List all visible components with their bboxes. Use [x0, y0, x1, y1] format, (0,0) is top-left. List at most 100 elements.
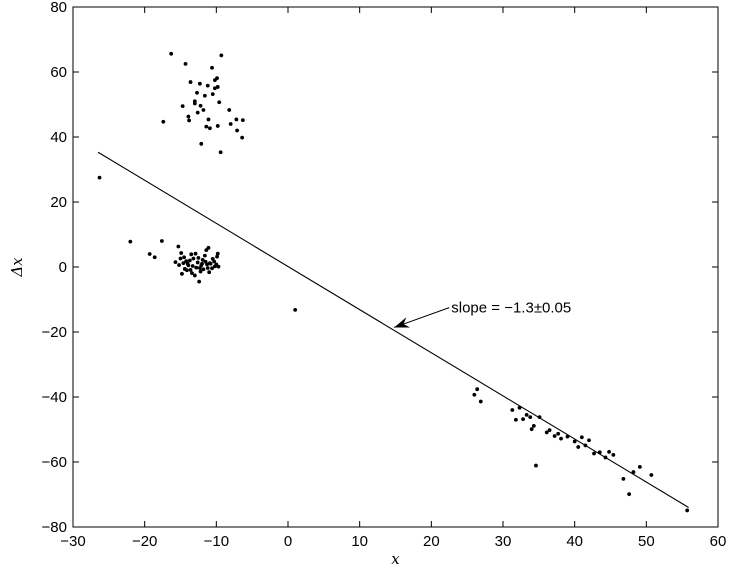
data-point	[159, 239, 164, 243]
data-point	[203, 259, 208, 264]
data-point	[178, 256, 183, 261]
x-tick-label: −10	[204, 533, 229, 550]
data-point	[552, 434, 557, 438]
data-point	[207, 261, 212, 265]
data-point	[191, 256, 196, 261]
data-point	[583, 443, 588, 448]
data-point	[200, 257, 205, 262]
data-point	[514, 417, 518, 422]
data-point	[197, 81, 202, 86]
data-point	[194, 265, 199, 270]
data-point	[201, 108, 206, 112]
data-point	[195, 260, 200, 265]
y-tick-label: 40	[50, 129, 67, 146]
data-point	[182, 255, 186, 260]
data-point	[631, 470, 636, 474]
data-point	[187, 118, 192, 123]
data-point	[649, 473, 654, 477]
data-point	[188, 268, 193, 272]
y-tick-label: 0	[59, 259, 67, 276]
data-point	[206, 245, 211, 250]
data-point	[183, 61, 188, 66]
data-point	[204, 124, 209, 129]
data-point	[228, 122, 233, 126]
data-point	[128, 239, 133, 244]
data-point	[559, 436, 563, 441]
data-point	[534, 463, 538, 468]
data-point	[217, 100, 222, 105]
data-point	[529, 427, 534, 432]
data-points-layer	[97, 51, 690, 513]
data-point	[597, 450, 602, 455]
data-point	[147, 252, 152, 256]
x-axis-label: x	[391, 550, 400, 567]
data-point	[547, 428, 552, 433]
data-point	[205, 266, 210, 270]
fit-line-layer	[97, 151, 689, 508]
x-tick-label: 40	[566, 533, 583, 550]
slope-annotation: slope = −1.3±0.05	[451, 300, 571, 317]
x-tick-label: 50	[638, 533, 655, 550]
data-point	[621, 477, 626, 481]
data-point	[521, 417, 525, 421]
y-tick-label: −80	[42, 519, 67, 536]
data-point	[195, 110, 200, 115]
data-point	[537, 415, 542, 420]
y-tick-label: −40	[42, 389, 67, 406]
data-point	[215, 254, 219, 259]
data-point	[186, 114, 191, 119]
data-point	[169, 51, 174, 56]
fit-line	[97, 151, 689, 508]
data-point	[210, 92, 215, 96]
data-point	[197, 279, 202, 284]
data-point	[192, 101, 197, 106]
x-tick-label: −30	[60, 533, 85, 550]
data-point	[206, 117, 211, 122]
data-point	[215, 251, 220, 256]
data-point	[531, 424, 536, 428]
data-point	[627, 492, 632, 497]
data-point	[235, 128, 240, 133]
ticks-layer: −30 −20 −10 0 10 20 30 40 50 60 −80 −60 −40 −20 0 20 40 6…	[42, 0, 727, 550]
y-tick-label: 20	[50, 194, 67, 211]
x-tick-label: 10	[351, 533, 368, 550]
data-point	[201, 267, 206, 272]
data-point	[185, 268, 189, 273]
x-tick-label: −20	[132, 533, 157, 550]
data-point	[579, 435, 584, 440]
data-point	[576, 445, 581, 449]
y-axis-label: Δx	[8, 257, 26, 278]
data-point	[190, 264, 195, 268]
data-point	[517, 405, 522, 410]
data-point	[637, 464, 642, 469]
data-point	[179, 251, 184, 255]
data-point	[195, 90, 199, 95]
data-point	[565, 434, 570, 439]
data-point	[234, 117, 239, 122]
data-point	[207, 126, 212, 131]
data-point	[190, 271, 194, 276]
data-point	[212, 259, 217, 264]
data-point	[180, 104, 185, 109]
x-tick-label: 0	[284, 533, 292, 550]
data-point	[180, 271, 184, 276]
data-point	[685, 508, 690, 513]
data-point	[478, 399, 483, 404]
data-point	[210, 65, 214, 70]
data-point	[202, 93, 207, 98]
data-point	[213, 78, 217, 83]
data-point	[192, 273, 197, 278]
data-point	[607, 450, 611, 454]
data-point	[544, 430, 549, 435]
data-point	[216, 264, 221, 269]
data-point	[97, 175, 102, 180]
data-point	[198, 103, 203, 108]
data-point	[161, 119, 166, 124]
data-point	[603, 455, 608, 460]
data-point	[572, 439, 577, 444]
data-point	[173, 260, 178, 265]
data-point	[210, 266, 214, 271]
data-point	[219, 53, 224, 58]
